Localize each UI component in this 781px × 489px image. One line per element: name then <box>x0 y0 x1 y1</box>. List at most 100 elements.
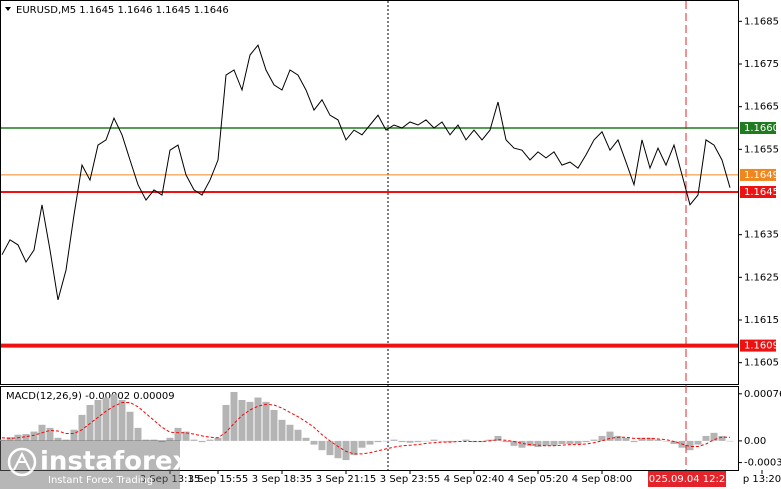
macd-bar <box>510 440 518 446</box>
y-tick-label: 1.1665 <box>744 102 779 113</box>
macd-bar <box>182 431 190 441</box>
macd-bar <box>422 440 430 442</box>
macd-bar <box>550 440 558 446</box>
macd-bar <box>390 439 398 441</box>
macd-bar <box>566 440 574 444</box>
macd-bar <box>518 440 526 448</box>
x-tick-label: 4 Sep 02:40 <box>444 474 504 485</box>
macd-bar <box>686 440 694 451</box>
macd-frame <box>0 386 739 471</box>
y-tick-label: 1.1655 <box>744 144 779 155</box>
macd-bar <box>118 400 126 441</box>
main-frame <box>0 0 739 385</box>
macd-bar <box>558 440 566 444</box>
macd-bar <box>294 429 302 441</box>
macd-bar <box>438 440 446 442</box>
macd-bar <box>366 440 374 445</box>
macd-bar <box>142 439 150 441</box>
level-label-box <box>740 168 776 181</box>
macd-bar <box>342 440 350 461</box>
macd-bar <box>22 434 30 441</box>
y-tick-label: 1.1605 <box>744 358 779 369</box>
macd-bar <box>158 440 166 443</box>
macd-bar <box>502 440 510 443</box>
macd-bar <box>582 440 590 443</box>
macd-bar <box>6 437 14 441</box>
macd-bar <box>614 435 622 441</box>
macd-bar <box>662 440 670 442</box>
macd-bar <box>670 440 678 444</box>
macd-bar <box>78 414 86 441</box>
macd-bar <box>414 440 422 443</box>
macd-bar <box>462 439 470 441</box>
watermark-logo-mark <box>13 451 31 471</box>
x-tick-label: p 13:20 <box>743 474 781 485</box>
macd-bar <box>454 440 462 442</box>
x-tick-label: 3 Sep 23:55 <box>380 474 440 485</box>
macd-bar <box>374 440 382 443</box>
macd-bar <box>62 439 70 441</box>
level-label: 1.1609 <box>744 341 779 352</box>
watermark-logo <box>7 447 37 477</box>
macd-bar <box>598 435 606 441</box>
macd-bar <box>134 427 142 441</box>
macd-bar <box>382 440 390 442</box>
level-label-box <box>740 339 776 352</box>
macd-bar <box>726 440 734 442</box>
macd-bar <box>278 419 286 441</box>
macd-bar <box>326 440 334 456</box>
level-label: 1.1660 <box>744 123 779 134</box>
signal-line <box>1 402 730 455</box>
macd-bar <box>574 440 582 444</box>
x-tick-label: 3 Sep 21:15 <box>316 474 376 485</box>
level-label: 1.1645 <box>744 187 779 198</box>
macd-bar <box>110 394 118 441</box>
x-tick-label: 3 Sep 15:55 <box>188 474 248 485</box>
macd-bar <box>358 440 366 448</box>
y-tick-label: -0.00035 <box>744 458 781 469</box>
macd-bar <box>262 401 270 441</box>
macd-bar <box>206 439 214 441</box>
watermark-tagline: Instant Forex Trading <box>48 475 153 486</box>
macd-bar <box>270 409 278 441</box>
macd-bar <box>102 397 110 441</box>
y-tick-label: 1.1625 <box>744 272 779 283</box>
macd-bar <box>606 431 614 441</box>
macd-bar <box>246 401 254 441</box>
x-tick-label: 4 Sep 05:20 <box>508 474 568 485</box>
macd-bar <box>694 440 702 445</box>
macd-bar <box>286 424 294 441</box>
macd-bar <box>654 439 662 441</box>
macd-bar <box>46 427 54 441</box>
macd-bar <box>430 439 438 441</box>
macd-bar <box>254 397 262 441</box>
level-label: 1.1649 <box>744 170 779 181</box>
macd-bar <box>238 400 246 441</box>
level-label-box <box>740 122 776 134</box>
macd-bar <box>494 435 502 441</box>
macd-bar <box>702 435 710 441</box>
macd-bar <box>590 439 598 441</box>
y-tick-label: 1.1615 <box>744 315 779 326</box>
macd-bar <box>406 440 414 443</box>
macd-bar <box>166 437 174 441</box>
macd-bar <box>638 437 646 441</box>
x-tick-label: 3 Sep 18:35 <box>252 474 312 485</box>
macd-bar <box>70 429 78 441</box>
macd-bar <box>486 439 494 441</box>
cursor-label-box <box>648 471 726 487</box>
y-tick-label: 0.00076 <box>744 389 781 400</box>
macd-bar <box>174 427 182 441</box>
macd-bar <box>214 437 222 441</box>
macd-bar <box>542 440 550 446</box>
macd-bar <box>126 411 134 441</box>
watermark-brand: instaforex <box>40 447 190 477</box>
chart-title: EURUSD,M5 1.1645 1.1646 1.1645 1.1646 <box>16 5 229 16</box>
y-tick-label: 0.00 <box>744 436 766 447</box>
x-tick-label: 4 Sep 08:00 <box>572 474 632 485</box>
macd-bar <box>646 437 654 441</box>
macd-bar <box>630 440 638 443</box>
